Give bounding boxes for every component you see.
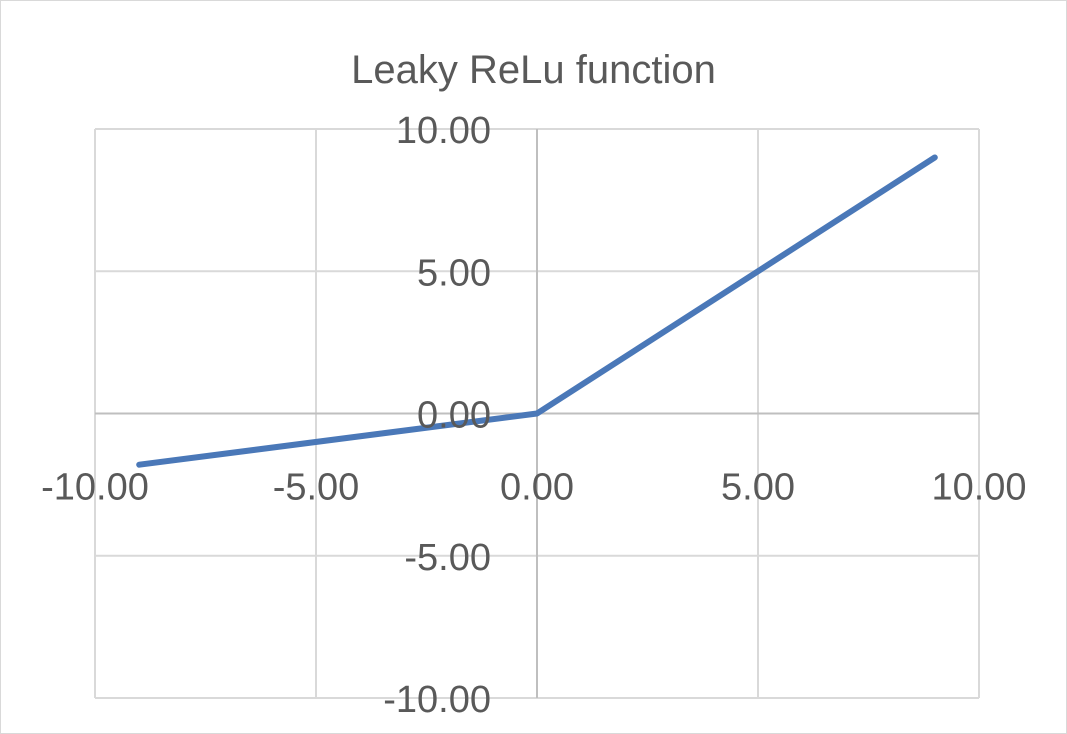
x-tick-label: 10.00: [931, 467, 1026, 509]
y-tick-label: 10.00: [396, 110, 491, 152]
x-tick-label: 0.00: [500, 467, 574, 509]
y-tick-label: -5.00: [404, 537, 491, 579]
x-tick-label: -5.00: [273, 467, 360, 509]
x-tick-label: -10.00: [41, 467, 149, 509]
tick-labels: -10.00 -5.00 0.00 5.00 10.00-10.00-5.000.005…: [41, 110, 1026, 721]
series-line-0: [136, 154, 938, 468]
series-layer: [136, 154, 938, 468]
y-tick-label: -10.00: [383, 679, 491, 721]
y-tick-label: 0.00: [417, 395, 491, 437]
chart-title: Leaky ReLu function: [351, 48, 716, 92]
x-tick-label: 5.00: [721, 467, 795, 509]
y-tick-label: 5.00: [417, 252, 491, 294]
